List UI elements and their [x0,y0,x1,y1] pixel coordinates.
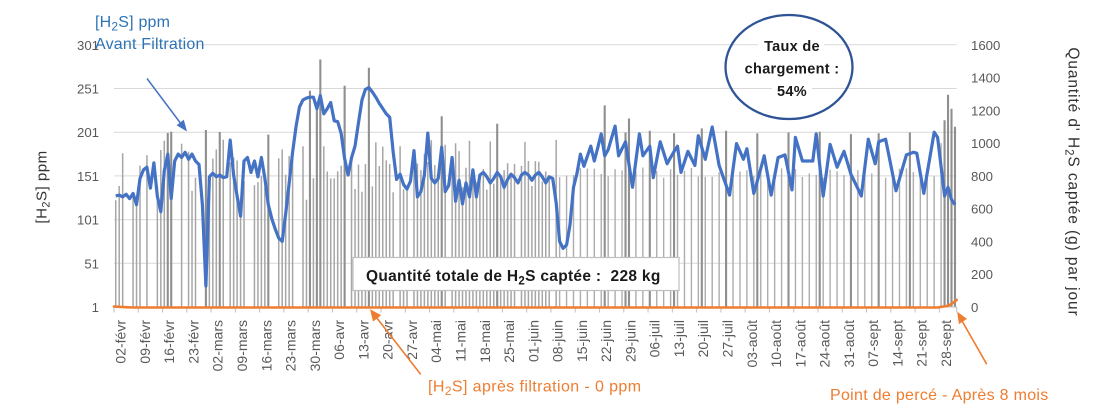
svg-text:200: 200 [971,267,993,282]
svg-text:Taux de: Taux de [764,39,820,55]
svg-text:28-sept: 28-sept [938,320,954,367]
svg-text:0: 0 [971,300,978,315]
svg-text:29-juin: 29-juin [622,320,638,362]
svg-text:30-mars: 30-mars [307,320,323,371]
svg-text:02-mars: 02-mars [210,320,226,371]
svg-text:31-août: 31-août [841,320,857,368]
svg-text:Point de percé - Après 8 mois: Point de percé - Après 8 mois [830,387,1049,404]
svg-text:1200: 1200 [971,103,1000,118]
svg-text:17-août: 17-août [792,320,808,368]
svg-text:251: 251 [77,82,99,97]
svg-text:15-juin: 15-juin [574,320,590,362]
svg-text:[H2S] ppm: [H2S] ppm [95,14,170,34]
svg-text:Quantité totale de H2S captée: Quantité totale de H2S captée : 228 kg [366,268,661,288]
svg-text:20-juil: 20-juil [695,320,711,357]
svg-text:08-juin: 08-juin [550,320,566,362]
svg-text:27-avr: 27-avr [404,320,420,360]
svg-text:13-avr: 13-avr [355,320,371,360]
svg-text:chargement :: chargement : [745,61,840,77]
svg-text:51: 51 [84,256,99,271]
svg-text:151: 151 [77,169,99,184]
svg-text:18-mai: 18-mai [477,320,493,363]
svg-text:1600: 1600 [971,38,1000,53]
svg-text:02-févr: 02-févr [113,320,129,364]
svg-text:Avant Filtration: Avant Filtration [95,36,205,53]
svg-text:Quantité d' H2S captée (g) par: Quantité d' H2S captée (g) par jour [1063,47,1082,316]
svg-text:07-sept: 07-sept [865,320,881,367]
svg-text:21-sept: 21-sept [914,320,930,367]
svg-text:23-févr: 23-févr [186,320,202,364]
svg-text:22-juin: 22-juin [598,320,614,362]
svg-text:01-juin: 01-juin [525,320,541,362]
svg-text:800: 800 [971,169,993,184]
svg-text:13-juil: 13-juil [671,320,687,357]
svg-text:201: 201 [77,125,99,140]
svg-text:06-avr: 06-avr [331,320,347,360]
svg-text:20-avr: 20-avr [380,320,396,360]
svg-text:301: 301 [77,38,99,53]
svg-text:101: 101 [77,213,99,228]
svg-text:600: 600 [971,202,993,217]
svg-text:10-août: 10-août [768,320,784,368]
svg-text:03-août: 03-août [744,320,760,368]
svg-text:400: 400 [971,234,993,249]
svg-text:[H2S] après filtration - 0 ppm: [H2S] après filtration - 0 ppm [428,379,641,399]
svg-text:04-mai: 04-mai [428,320,444,363]
svg-text:09-mars: 09-mars [234,320,250,371]
svg-text:1400: 1400 [971,71,1000,86]
svg-text:25-mai: 25-mai [501,320,517,363]
svg-text:14-sept: 14-sept [889,320,905,367]
svg-text:06-juil: 06-juil [647,320,663,357]
svg-text:23-mars: 23-mars [283,320,299,371]
svg-text:16-mars: 16-mars [258,320,274,371]
svg-text:1: 1 [92,300,99,315]
svg-text:24-août: 24-août [817,320,833,368]
svg-text:[H2S] ppm: [H2S] ppm [34,150,53,223]
svg-text:09-févr: 09-févr [137,320,153,364]
svg-text:27-juil: 27-juil [720,320,736,357]
svg-text:11-mai: 11-mai [453,320,469,362]
svg-text:16-févr: 16-févr [161,320,177,364]
svg-text:54%: 54% [777,84,807,100]
svg-text:1000: 1000 [971,136,1000,151]
